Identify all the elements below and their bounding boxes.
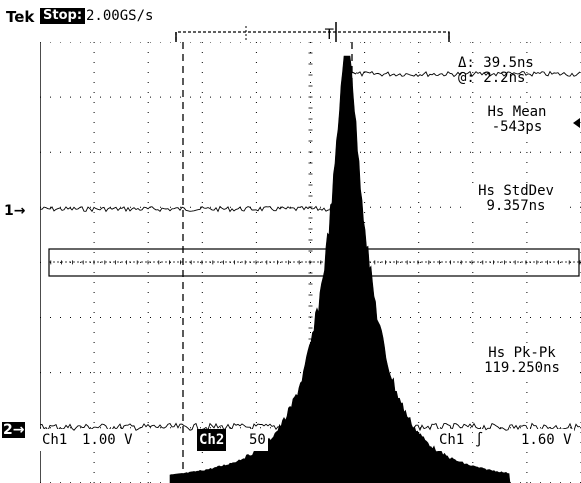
ch1-ground-marker[interactable]: 1→ <box>4 203 26 219</box>
trigger-t-icon: T <box>324 27 334 42</box>
ch2-label[interactable]: Ch2 <box>197 429 227 451</box>
hs-stddev-measurement: Hs StdDev 9.357ns <box>470 184 562 214</box>
status-header: Tek Stop: 2.00GS/s T <box>0 0 581 42</box>
ch1-scale: 1.00 V <box>80 429 135 451</box>
channel-status-bar: Ch1 1.00 V Ch2 50 Ch1 ∫ 1.60 V <box>0 429 581 451</box>
hs-pkpk-value: 119.250ns <box>484 360 560 376</box>
hs-pkpk-label: Hs Pk-Pk <box>488 345 556 361</box>
brand-label: Tek <box>6 8 35 26</box>
hs-mean-value: -543ps <box>491 119 543 135</box>
trigger-source[interactable]: Ch1 <box>437 429 467 451</box>
histogram <box>169 55 511 483</box>
histogram-bars <box>169 55 511 483</box>
mean-pointer-icon <box>573 118 580 128</box>
histogram-window-box <box>48 248 580 277</box>
graticule-grid <box>40 42 581 483</box>
ch1-trace-low <box>40 205 331 213</box>
hs-mean-measurement: Hs Mean -543ps <box>478 105 556 135</box>
waveform-display[interactable] <box>40 42 581 483</box>
cursor-delta: Δ: 39.5ns <box>458 55 534 71</box>
cursor-readout: Δ: 39.5ns @: 2.2ns <box>456 56 536 86</box>
run-state-badge[interactable]: Stop: <box>40 8 86 24</box>
hs-stddev-label: Hs StdDev <box>478 183 554 199</box>
record-view-bracket: T <box>175 22 450 42</box>
ch1-label[interactable]: Ch1 <box>40 429 70 451</box>
trigger-slope-icon: ∫ <box>473 429 486 451</box>
hs-pkpk-measurement: Hs Pk-Pk 119.250ns <box>470 346 574 376</box>
ch2-scale: 50 <box>247 429 268 451</box>
trigger-level: 1.60 V <box>519 429 574 451</box>
sample-rate-readout: 2.00GS/s <box>86 8 154 24</box>
hs-stddev-value: 9.357ns <box>486 198 546 214</box>
ch1-trace-high <box>355 70 581 78</box>
cursor-position: @: 2.2ns <box>458 70 526 86</box>
hs-mean-label: Hs Mean <box>487 104 547 120</box>
ch2-ground-marker[interactable]: 2→ <box>2 422 26 438</box>
